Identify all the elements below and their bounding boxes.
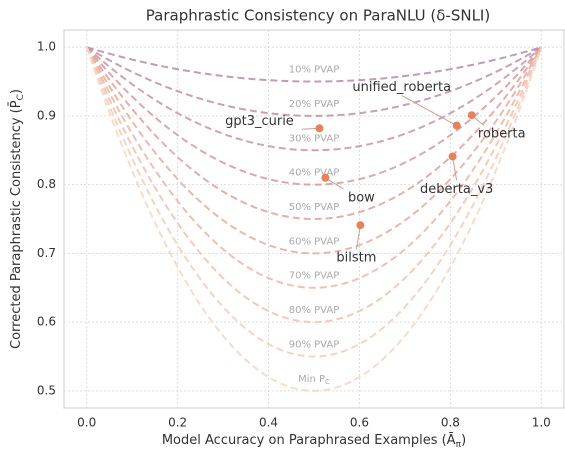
pvap-curve bbox=[85, 46, 543, 324]
annotation-arrow bbox=[452, 156, 458, 181]
curve-label-text: Min P bbox=[298, 374, 325, 385]
curve-label: 40% PVAP bbox=[289, 168, 340, 179]
y-tick-label: 0.7 bbox=[37, 246, 56, 260]
pvap-curve bbox=[85, 46, 543, 221]
point-label: bilstm bbox=[336, 251, 376, 266]
x-axis-label: Model Accuracy on Paraphrased Examples (… bbox=[162, 433, 466, 450]
curve-label: 60% PVAP bbox=[289, 236, 340, 247]
y-tick-label: 0.5 bbox=[37, 383, 56, 397]
chart-title: Paraphrastic Consistency on ParaNLU (δ-S… bbox=[146, 7, 490, 25]
pvap-curve bbox=[85, 46, 543, 255]
curve-label: 90% PVAP bbox=[289, 339, 340, 350]
x-tick-label: 0.6 bbox=[350, 416, 369, 430]
x-tick-label: 1.0 bbox=[532, 416, 551, 430]
point bbox=[315, 124, 324, 133]
point bbox=[321, 173, 330, 182]
plot-frame bbox=[63, 29, 565, 409]
point bbox=[467, 111, 476, 120]
pvap-curve bbox=[85, 46, 543, 186]
point-label: bow bbox=[348, 190, 375, 205]
point-label: gpt3_curie bbox=[225, 114, 294, 129]
y-tick-label: 0.9 bbox=[37, 108, 56, 122]
x-axis-label-sub: π bbox=[456, 440, 462, 450]
x-axis-label-end: ) bbox=[461, 433, 466, 448]
pvap-curve bbox=[86, 46, 542, 152]
pvap-curve bbox=[85, 46, 543, 392]
curve-label: 30% PVAP bbox=[289, 133, 340, 144]
x-tick-label: 0.4 bbox=[259, 416, 278, 430]
point bbox=[356, 221, 365, 230]
curve-label: 80% PVAP bbox=[289, 305, 340, 316]
pvap-curve bbox=[85, 46, 543, 358]
x-tick-label: 0.0 bbox=[77, 416, 96, 430]
y-axis-label-sub: C bbox=[16, 94, 26, 100]
curve-label: Min PC bbox=[298, 374, 330, 386]
pvap-curve bbox=[85, 46, 543, 289]
x-tick-label: 0.8 bbox=[441, 416, 460, 430]
pvap-curve bbox=[86, 46, 542, 83]
y-axis-label-text: Corrected Paraphrastic Consistency (P̄ bbox=[8, 100, 23, 349]
curve-label: 20% PVAP bbox=[289, 99, 340, 110]
y-tick-label: 0.8 bbox=[37, 177, 56, 191]
curve-label: 50% PVAP bbox=[289, 202, 340, 213]
y-tick-label: 1.0 bbox=[37, 40, 56, 54]
curve-label: 70% PVAP bbox=[289, 271, 340, 282]
point bbox=[452, 121, 461, 130]
point-label: deberta_v3 bbox=[420, 182, 493, 197]
point-label: unified_roberta bbox=[352, 80, 451, 95]
y-axis-label-end: ) bbox=[9, 89, 24, 94]
curve-label-sub: C bbox=[325, 378, 330, 386]
x-axis-label-text: Model Accuracy on Paraphrased Examples (… bbox=[162, 433, 456, 448]
y-tick-label: 0.6 bbox=[37, 315, 56, 329]
annotation-arrow bbox=[401, 95, 457, 126]
y-axis-label: Corrected Paraphrastic Consistency (P̄C) bbox=[8, 89, 25, 349]
point bbox=[448, 152, 457, 161]
x-tick-label: 0.2 bbox=[168, 416, 187, 430]
curve-label: 10% PVAP bbox=[289, 65, 340, 76]
annotation-arrow bbox=[355, 225, 361, 250]
point-label: roberta bbox=[478, 127, 526, 142]
